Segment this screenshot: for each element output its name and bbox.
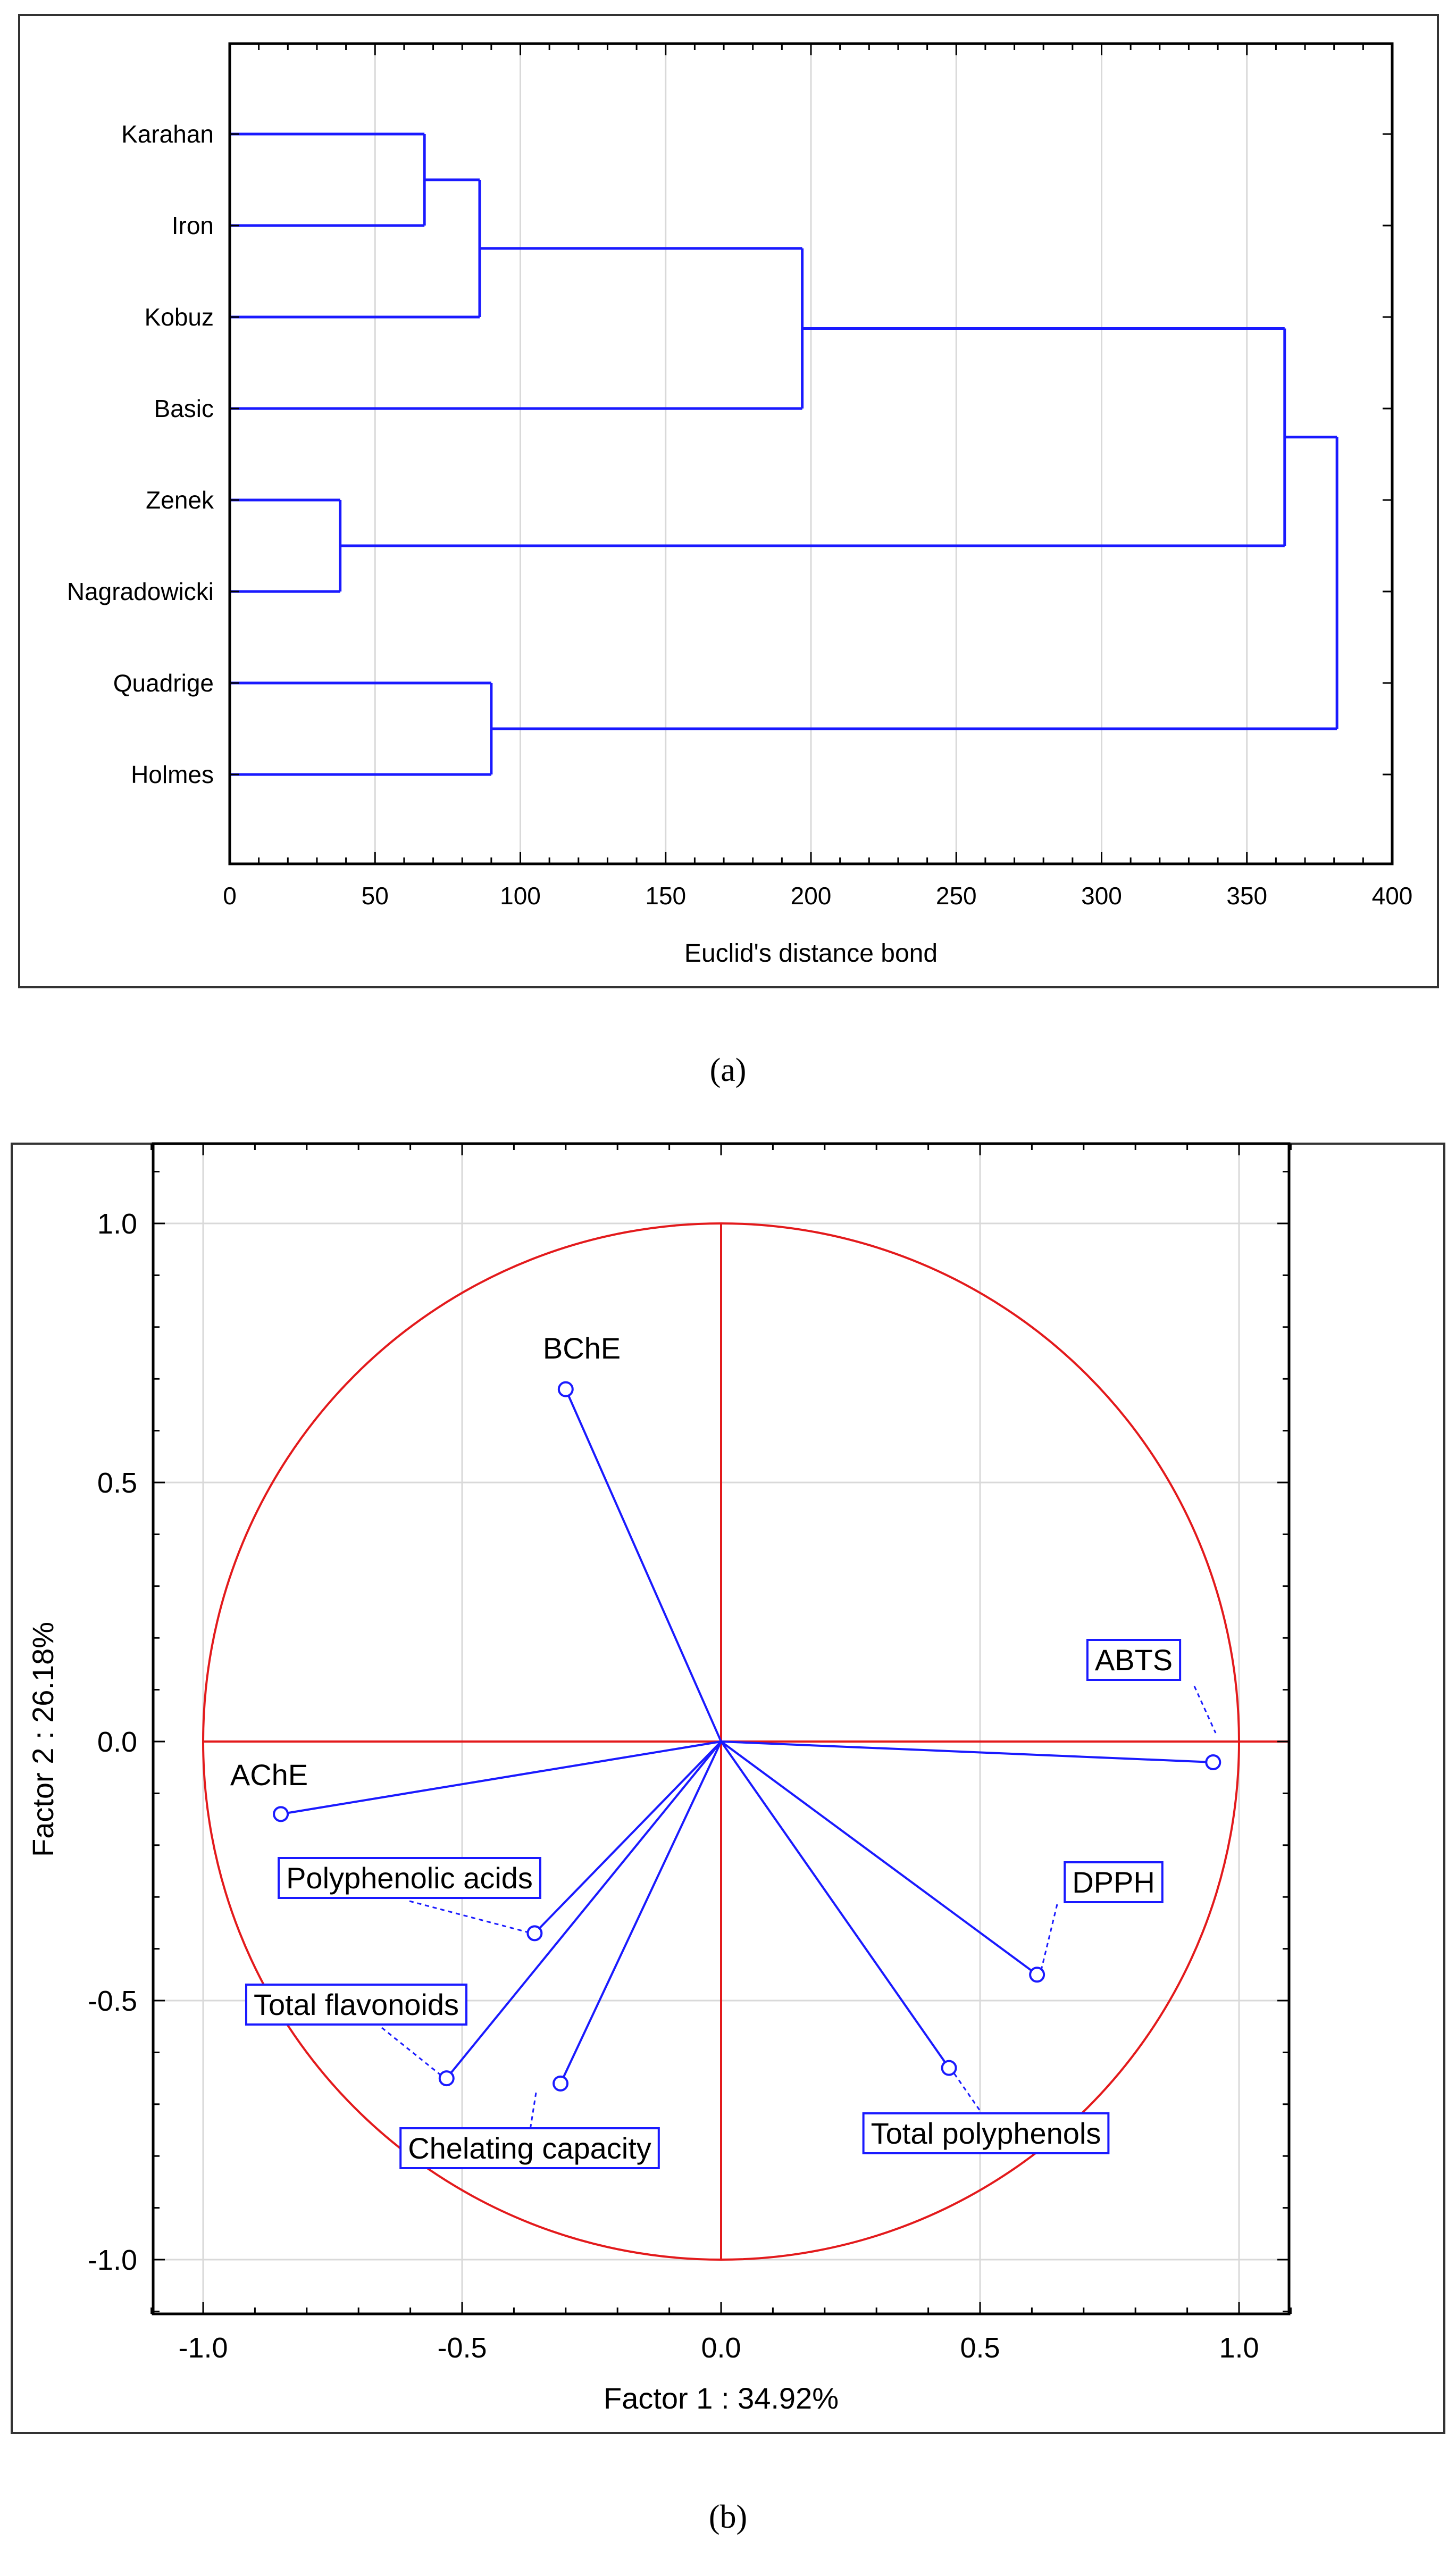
pca-label-box <box>278 1857 541 1899</box>
pca-vector <box>559 1741 722 2084</box>
pca-label-leader <box>409 1900 535 1935</box>
dendrogram-x-tick-label: 250 <box>936 882 977 910</box>
pca-variable-label: Total flavonoids <box>254 1988 459 2021</box>
pca-label-box <box>1086 1639 1182 1681</box>
dendrogram-x-tick-label: 400 <box>1372 882 1413 910</box>
pca-x-axis-label: Factor 1 : 34.92% <box>604 2381 839 2415</box>
pca-point <box>557 1381 574 1397</box>
pca-y-tick-label: -1.0 <box>88 2244 137 2276</box>
pca-point <box>941 2060 957 2076</box>
pca-outer-frame <box>11 1143 1445 2434</box>
dendrogram-leaf-label: Quadrige <box>113 669 214 697</box>
pca-y-tick-label: 1.0 <box>97 1208 137 1240</box>
dendrogram-x-axis-label: Euclid's distance bond <box>684 939 938 968</box>
dendrogram-x-tick-label: 50 <box>362 882 389 910</box>
pca-label-box <box>1064 1861 1164 1903</box>
pca-point <box>526 1925 543 1942</box>
pca-label-leader <box>949 2067 987 2120</box>
dendrogram-x-tick-label: 0 <box>223 882 237 910</box>
pca-label-leader <box>381 2027 447 2081</box>
dendrogram-outer-frame <box>18 14 1439 988</box>
dendrogram-leaf-labels: Karahan Iron Kobuz Basic Zenek Nagradowicki Qu… <box>67 120 214 788</box>
pca-y-tick-label: 0.0 <box>97 1726 137 1758</box>
dendrogram-leaf-label: Zenek <box>146 486 214 514</box>
pca-variable-label: DPPH <box>1072 1865 1155 1899</box>
pca-point <box>1029 1967 1045 1983</box>
pca-x-tick-label: 0.0 <box>701 2332 741 2364</box>
pca-variable-labels: BChE ABTS AChE Polyphenolic acids DPPH Total … <box>230 1331 1182 2169</box>
pca-variable-label: BChE <box>543 1331 621 1365</box>
pca-vector <box>720 1740 1038 1976</box>
dendrogram-leaf-label: Holmes <box>131 761 214 788</box>
pca-variable-label: Chelating capacity <box>408 2131 651 2165</box>
dendrogram-leaf-label: Basic <box>154 395 214 422</box>
pca-ticks <box>150 1144 1292 2314</box>
pca-x-tick-label: 0.5 <box>960 2332 1000 2364</box>
caption-a: (a) <box>710 1052 747 1088</box>
pca-variable-label: Polyphenolic acids <box>286 1861 533 1895</box>
pca-y-tick-label: 0.5 <box>97 1467 137 1499</box>
dendrogram-x-tick-label: 350 <box>1226 882 1267 910</box>
pca-point <box>553 2075 569 2092</box>
dendrogram-leaf-label: Karahan <box>121 120 214 148</box>
pca-y-axis-label: Factor 2 : 26.18% <box>26 1622 60 1857</box>
pca-label-leader-lines <box>381 1686 1217 2134</box>
dendrogram-leaf-label: Nagradowicki <box>67 578 214 605</box>
pca-point <box>1205 1754 1221 1770</box>
dendrogram-panel: Karahan Iron Kobuz Basic Zenek Nagradowicki Qu… <box>18 14 1439 988</box>
pca-vector <box>564 1388 722 1742</box>
pca-vector <box>533 1740 722 1934</box>
dendrogram-x-tick-label: 200 <box>791 882 832 910</box>
pca-label-box <box>399 2127 660 2169</box>
pca-vector <box>721 1740 1214 1763</box>
pca-variable-label: AChE <box>230 1758 308 1792</box>
pca-vector <box>280 1740 722 1815</box>
pca-x-tick-label: 1.0 <box>1219 2332 1259 2364</box>
dendrogram-x-tick-labels: 0 50 100 150 200 250 300 350 400 <box>223 882 1412 910</box>
pca-label-box <box>245 1984 468 2026</box>
pca-vector <box>720 1740 950 2069</box>
pca-label-leader <box>529 2092 537 2134</box>
dendrogram-x-tick-label: 300 <box>1081 882 1122 910</box>
dendrogram-x-tick-label: 150 <box>645 882 686 910</box>
pca-points <box>273 1381 1221 2092</box>
pca-vector <box>446 1740 722 2079</box>
pca-point <box>438 2070 455 2087</box>
dendrogram-x-tick-label: 100 <box>500 882 541 910</box>
pca-x-tick-labels: -1.0 -0.5 0.0 0.5 1.0 <box>178 2332 1259 2364</box>
pca-variable-label: ABTS <box>1095 1643 1173 1677</box>
dendrogram-ticks <box>229 44 1393 864</box>
pca-point <box>273 1806 289 1822</box>
dendrogram-branches <box>230 132 1338 776</box>
dendrogram-leaf-label: Kobuz <box>145 303 214 331</box>
pca-y-tick-labels: 1.0 0.5 0.0 -0.5 -1.0 <box>88 1208 137 2276</box>
pca-x-tick-label: -0.5 <box>437 2332 487 2364</box>
pca-label-leader <box>1038 1904 1058 1979</box>
dendrogram-gridlines <box>374 44 1248 864</box>
dendrogram-leaf-label: Iron <box>172 212 214 239</box>
pca-y-tick-label: -0.5 <box>88 1985 137 2017</box>
pca-x-tick-label: -1.0 <box>178 2332 228 2364</box>
caption-b: (b) <box>709 2499 747 2535</box>
pca-label-box <box>862 2112 1110 2154</box>
pca-label-leader <box>1193 1686 1217 1734</box>
pca-loading-vectors <box>280 1388 1214 2084</box>
pca-panel: BChE ABTS AChE Polyphenolic acids DPPH Total … <box>11 1142 1445 2434</box>
pca-variable-label: Total polyphenols <box>871 2117 1101 2150</box>
